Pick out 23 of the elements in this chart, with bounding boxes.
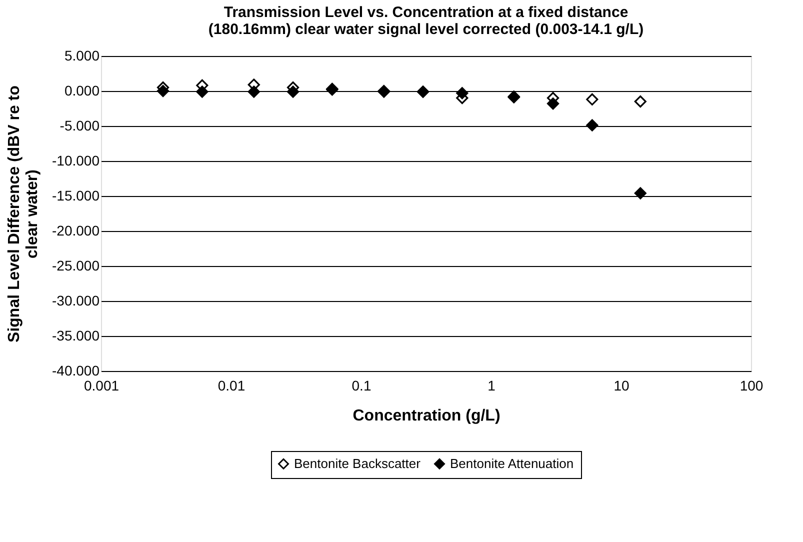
x-tick-label: 0.1 bbox=[352, 378, 372, 394]
text: Signal Level Difference (dBV re to bbox=[6, 86, 24, 342]
y-tick-label: -5.000 bbox=[60, 118, 100, 134]
y-tick-label: -35.000 bbox=[52, 328, 100, 344]
x-tick-label: 10 bbox=[614, 378, 630, 394]
y-tick-label: 0.000 bbox=[64, 82, 100, 98]
y-tick-label: -30.000 bbox=[52, 292, 100, 308]
y-tick-label: -25.000 bbox=[52, 258, 100, 274]
legend-label: Bentonite Backscatter bbox=[294, 456, 422, 471]
x-tick-label: 0.001 bbox=[84, 378, 120, 394]
x-tick-label: 0.01 bbox=[218, 378, 246, 394]
legend-label: Bentonite Attenuation bbox=[450, 456, 574, 471]
y-tick-label: -15.000 bbox=[52, 188, 100, 204]
y-tick-label: -20.000 bbox=[52, 222, 100, 238]
y-tick-label: -40.000 bbox=[52, 362, 100, 378]
x-tick-label: 1 bbox=[488, 378, 496, 394]
text: (180.16mm) clear water signal level corrected (0.003-14.1 g/L) bbox=[208, 21, 644, 38]
y-tick-label: -10.000 bbox=[52, 152, 100, 168]
text: clear water) bbox=[24, 170, 42, 258]
y-tick-label: 5.000 bbox=[64, 48, 100, 64]
x-tick-label: 100 bbox=[740, 378, 764, 394]
x-axis-title: Concentration (g/L) bbox=[352, 408, 500, 424]
text: Transmission Level vs. Concentration at a fixed distance bbox=[224, 4, 628, 21]
